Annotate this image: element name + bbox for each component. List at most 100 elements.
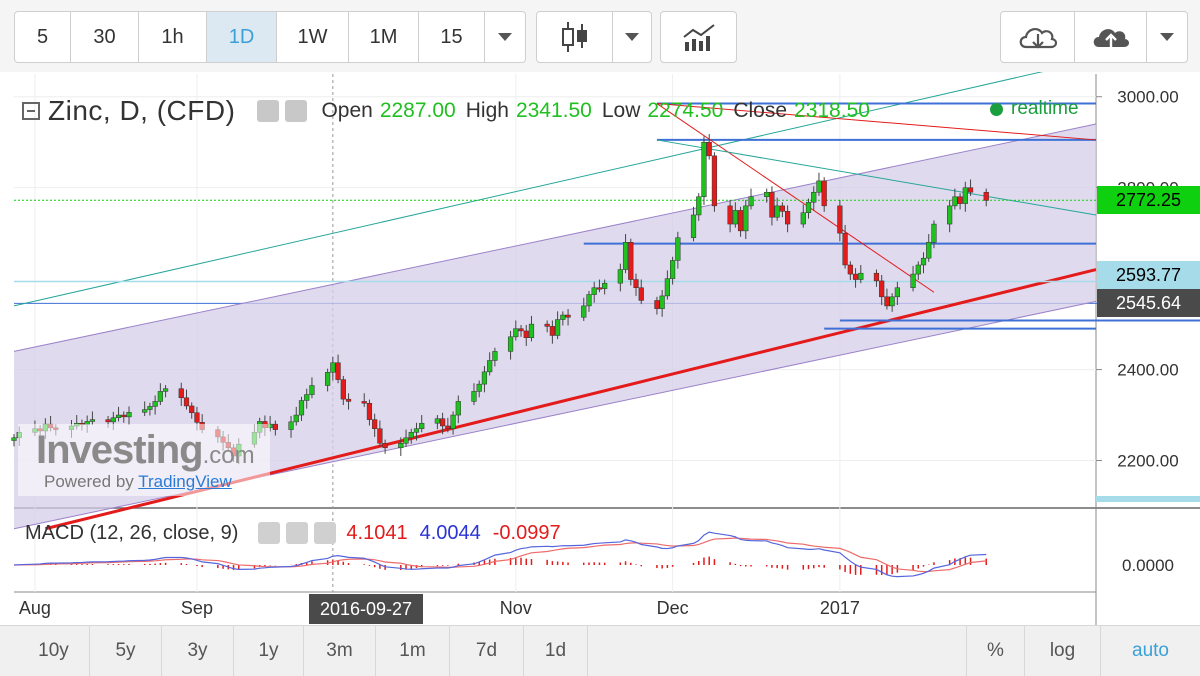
- range-3y-button[interactable]: 3y: [162, 626, 234, 676]
- interval-1h-button[interactable]: 1h: [139, 12, 207, 62]
- candle-down: [847, 264, 853, 275]
- gear-icon[interactable]: [285, 100, 308, 122]
- candle-down: [523, 330, 529, 338]
- candle-up: [325, 372, 331, 386]
- save-chart-button[interactable]: [1075, 12, 1147, 62]
- candle-up: [732, 210, 738, 225]
- trend-line-teal: [656, 139, 1097, 216]
- log-scale-button[interactable]: log: [1024, 626, 1100, 676]
- crosshair-date-label: 2016-09-27: [309, 594, 423, 624]
- candle-down: [518, 328, 524, 332]
- tradingview-link[interactable]: TradingView: [138, 472, 232, 491]
- histogram-value: -0.0997: [492, 521, 561, 544]
- open-value: 2287.00: [379, 99, 456, 122]
- interval-1d-button[interactable]: 1D: [207, 12, 277, 62]
- date-tick-label: Dec: [657, 598, 689, 618]
- interval-15-button[interactable]: 15: [419, 12, 485, 62]
- interval-1m-button[interactable]: 1M: [349, 12, 419, 62]
- candle-up: [413, 428, 420, 433]
- range-1m-button[interactable]: 1m: [376, 626, 450, 676]
- trend-line-teal: [13, 58, 1097, 307]
- eye-icon[interactable]: [258, 522, 281, 544]
- macd-value: 4.1041: [346, 521, 408, 544]
- candle-up: [952, 196, 958, 207]
- candle-down: [884, 296, 890, 307]
- bottom-toolbar: 10y 5y 3y 1y 3m 1m 7d 1d % log auto: [0, 625, 1200, 676]
- range-10y-button[interactable]: 10y: [18, 626, 90, 676]
- candle-up: [162, 388, 169, 392]
- chevron-down-icon: [625, 33, 639, 41]
- candle-down: [737, 210, 744, 232]
- collapse-icon[interactable]: [22, 102, 40, 120]
- eye-icon[interactable]: [257, 100, 280, 122]
- cloud-dropdown-button[interactable]: [1147, 12, 1187, 62]
- chart-style-button[interactable]: [537, 12, 613, 62]
- candle-up: [910, 273, 916, 288]
- price-tick-label: 3000.00: [1117, 88, 1178, 107]
- range-1d-button[interactable]: 1d: [524, 626, 588, 676]
- high-value: 2341.50: [515, 99, 592, 122]
- candle-down: [335, 362, 341, 380]
- candle-up: [408, 432, 414, 439]
- range-1y-button[interactable]: 1y: [234, 626, 304, 676]
- gear-icon[interactable]: [286, 522, 309, 544]
- candle-up: [858, 272, 864, 280]
- candle-down: [366, 402, 373, 420]
- candle-up: [617, 269, 623, 284]
- price-tick-label: 2200.00: [1117, 452, 1178, 471]
- indicators-button[interactable]: [661, 12, 736, 62]
- candle-up: [962, 187, 968, 204]
- interval-group: 5 30 1h 1D 1W 1M 15: [14, 11, 526, 63]
- candle-up: [915, 264, 921, 275]
- candle-up: [298, 400, 305, 416]
- load-chart-button[interactable]: [1001, 12, 1075, 62]
- candle-up: [293, 414, 299, 423]
- indicators-icon: [682, 24, 715, 51]
- candle-up: [586, 294, 592, 307]
- candle-down: [837, 205, 843, 234]
- candle-up: [800, 212, 806, 225]
- chevron-down-icon: [1160, 33, 1174, 41]
- auto-scale-button[interactable]: auto: [1100, 626, 1200, 676]
- crosshair-price-label: 2545.64: [1097, 289, 1200, 318]
- candle-down: [105, 419, 111, 423]
- range-5y-button[interactable]: 5y: [90, 626, 162, 676]
- candle-down: [544, 323, 550, 327]
- candle-up: [309, 385, 315, 395]
- candle-down: [628, 242, 634, 280]
- candle-up: [157, 391, 163, 402]
- range-3m-button[interactable]: 3m: [304, 626, 376, 676]
- candles: [11, 134, 989, 465]
- interval-1w-button[interactable]: 1W: [277, 12, 349, 62]
- interval-dropdown-button[interactable]: [485, 12, 525, 62]
- candle-up: [147, 406, 153, 410]
- candle-down: [372, 419, 378, 429]
- candle-down: [967, 187, 974, 193]
- percent-scale-button[interactable]: %: [966, 626, 1024, 676]
- close-icon[interactable]: [314, 522, 337, 544]
- candle-down: [711, 155, 718, 207]
- cloud-group: [1000, 11, 1188, 63]
- indicators-group: [660, 11, 737, 63]
- signal-value: 4.0044: [419, 521, 481, 544]
- candle-down: [189, 405, 195, 414]
- range-7d-button[interactable]: 7d: [450, 626, 524, 676]
- candle-up: [675, 237, 681, 261]
- candle-up: [507, 336, 514, 352]
- interval-30-button[interactable]: 30: [71, 12, 139, 62]
- candle-down: [272, 423, 278, 430]
- interval-5-button[interactable]: 5: [15, 12, 71, 62]
- candle-down: [121, 414, 127, 418]
- candle-down: [842, 232, 848, 266]
- chart-style-dropdown-button[interactable]: [613, 12, 651, 62]
- candle-down: [565, 314, 571, 318]
- candle-down: [785, 211, 791, 225]
- candle-up: [304, 394, 310, 401]
- candle-up: [487, 360, 493, 373]
- price-tick-label: 2400.00: [1117, 361, 1178, 380]
- scale-bottom-band: [1096, 496, 1200, 502]
- candle-down: [183, 397, 190, 407]
- high-label: High: [465, 99, 509, 122]
